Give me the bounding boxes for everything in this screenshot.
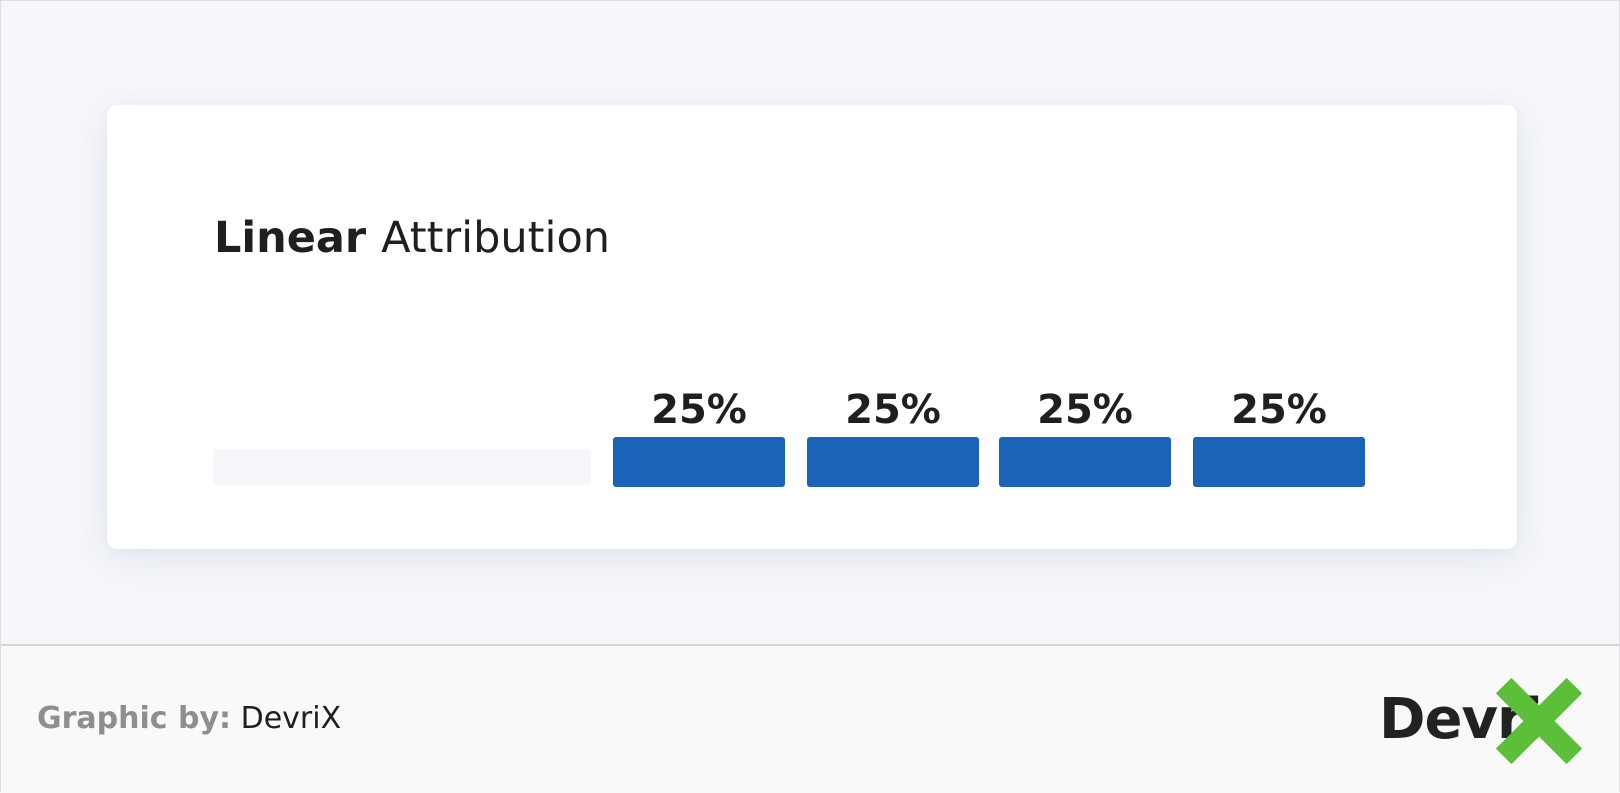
bar-4	[1193, 437, 1365, 487]
chart-title-rest: Attribution	[381, 213, 611, 263]
chart-area: 25% 25% 25% 25%	[213, 387, 1365, 487]
footer: Graphic by: DevriX Devri	[1, 644, 1619, 793]
credit: Graphic by: DevriX	[37, 704, 341, 734]
credit-name: DevriX	[240, 701, 342, 736]
green-x-mark-icon	[1495, 677, 1583, 765]
devrix-logo: Devri	[1373, 676, 1588, 766]
chart-card: 25% 25% 25% 25% Linear Attribution	[107, 105, 1517, 549]
chart-title: Linear Attribution	[214, 217, 610, 260]
bar-label-3: 25%	[1037, 387, 1133, 433]
credit-label: Graphic by:	[37, 701, 232, 736]
bar-label-4: 25%	[1231, 387, 1327, 433]
bar-label-2: 25%	[845, 387, 941, 433]
bar-label-1: 25%	[651, 387, 747, 433]
bar-2	[807, 437, 979, 487]
bars-layer: 25% 25% 25% 25%	[213, 387, 1365, 487]
bar-1	[613, 437, 785, 487]
bar-3	[999, 437, 1171, 487]
empty-track	[213, 449, 591, 485]
chart-title-bold: Linear	[214, 213, 367, 263]
